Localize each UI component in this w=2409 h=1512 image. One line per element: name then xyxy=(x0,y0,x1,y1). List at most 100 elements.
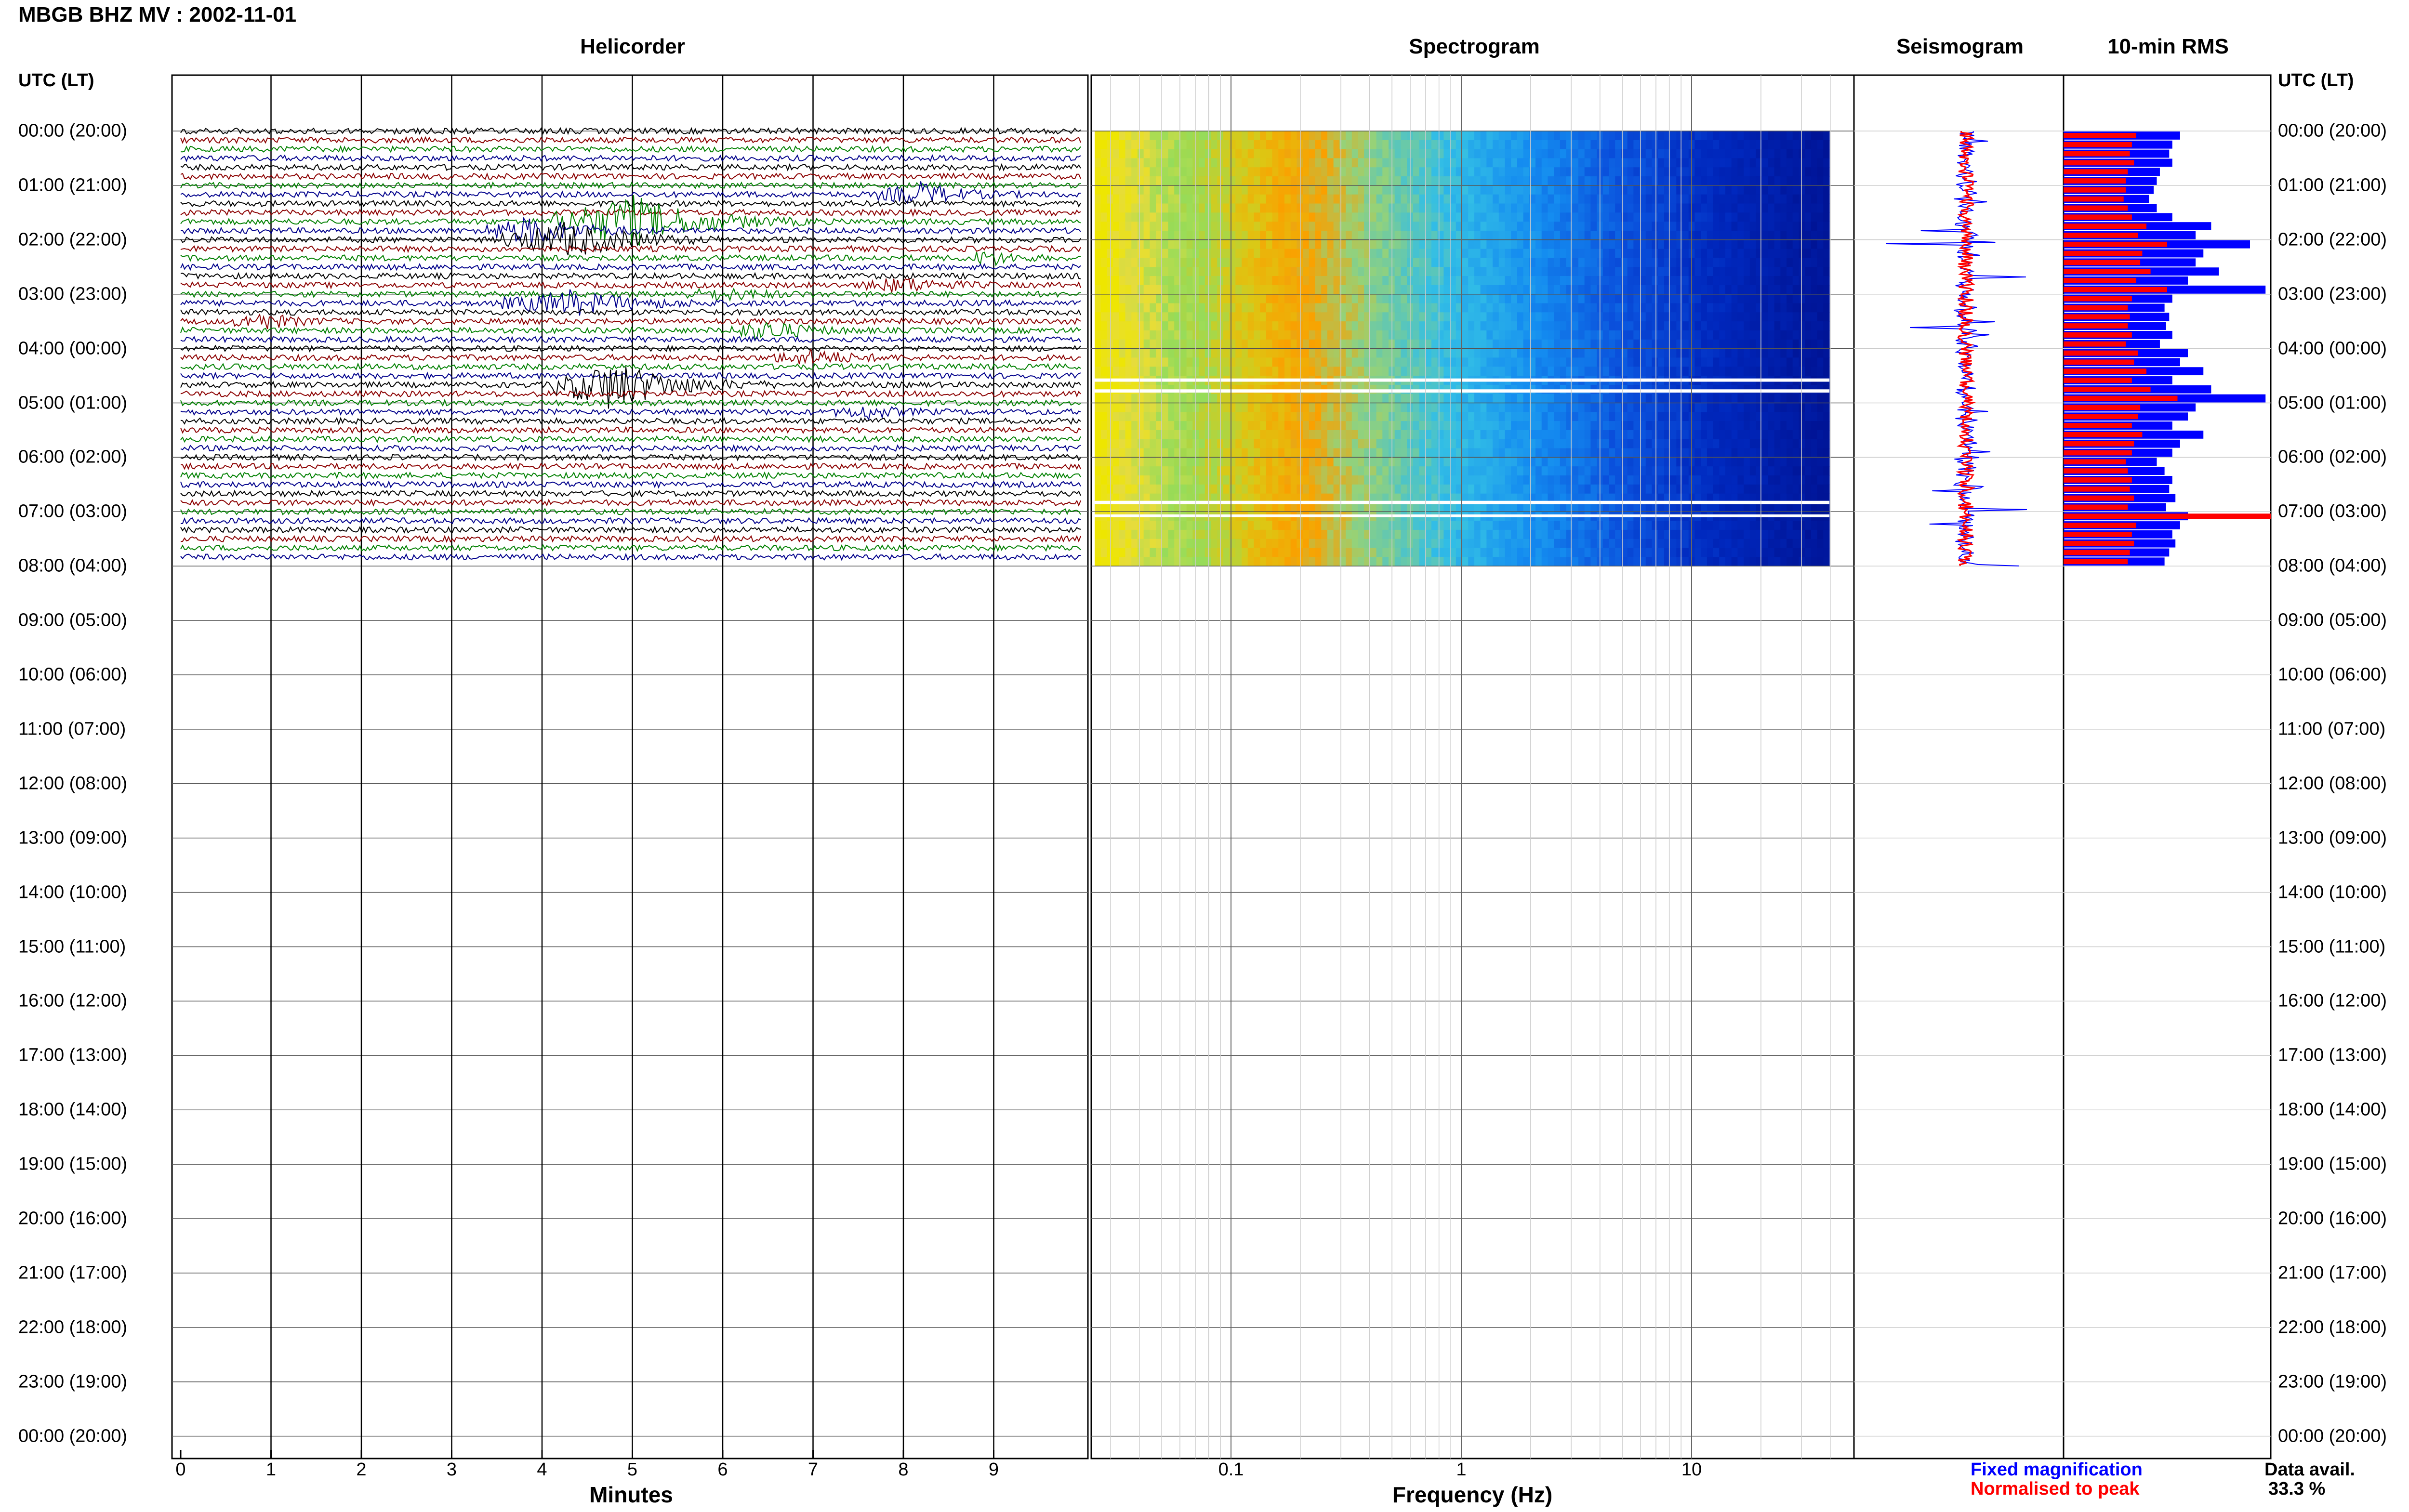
data-avail-value: 33.3 % xyxy=(2268,1479,2326,1499)
rms-bar-normalised xyxy=(2064,214,2132,220)
rms-bar-normalised xyxy=(2064,323,2128,329)
hour-label-left: 04:00 (00:00) xyxy=(18,338,128,359)
hour-label-right: 06:00 (02:00) xyxy=(2278,447,2387,467)
helicorder-trace xyxy=(180,552,1081,561)
rms-bar-normalised xyxy=(2064,196,2124,202)
station-title: MBGB BHZ MV : 2002-11-01 xyxy=(18,3,297,26)
hour-label-right: 01:00 (21:00) xyxy=(2278,175,2387,196)
hour-label-left: 14:00 (10:00) xyxy=(18,882,128,903)
rms-bar-normalised xyxy=(2064,405,2141,410)
hour-label-right: 19:00 (15:00) xyxy=(2278,1154,2387,1174)
spectrogram-xtick-label: 1 xyxy=(1456,1459,1467,1480)
helicorder-trace xyxy=(180,499,1081,507)
rms-bar-normalised xyxy=(2064,550,2130,555)
hour-label-right: 04:00 (00:00) xyxy=(2278,338,2387,359)
helicorder-xtick-label: 8 xyxy=(898,1459,909,1480)
helicorder-trace xyxy=(180,321,1081,339)
helicorder-xtick-label: 3 xyxy=(446,1459,457,1480)
rms-bar-normalised xyxy=(2064,350,2138,356)
rms-bar-normalised xyxy=(2064,495,2134,501)
rms-bar-normalised xyxy=(2064,459,2126,465)
rms-bar-normalised xyxy=(2064,540,2134,546)
rms-bar-normalised xyxy=(2064,260,2141,265)
rms-bar-normalised xyxy=(2064,341,2126,347)
rms-bar-normalised xyxy=(2064,386,2151,392)
helicorder-trace xyxy=(180,181,1081,190)
rms-bar-normalised xyxy=(2064,178,2126,184)
spectrogram-xlabel: Frequency (Hz) xyxy=(1392,1482,1553,1507)
helicorder-trace xyxy=(180,145,1081,154)
helicorder-trace xyxy=(180,313,1081,329)
helicorder-trace xyxy=(180,544,1081,552)
hour-label-right: 02:00 (22:00) xyxy=(2278,229,2387,250)
hour-label-right: 15:00 (11:00) xyxy=(2278,936,2386,957)
hour-label-right: 23:00 (19:00) xyxy=(2278,1371,2387,1392)
spectrogram-xtick-label: 0.1 xyxy=(1218,1459,1244,1480)
hour-label-left: 06:00 (02:00) xyxy=(18,447,128,467)
rms-bar-normalised xyxy=(2064,423,2132,428)
rms-bar-normalised xyxy=(2064,241,2167,247)
helicorder-frame xyxy=(171,74,1089,1459)
hour-label-left: 15:00 (11:00) xyxy=(18,936,126,957)
helicorder-trace xyxy=(180,181,1081,204)
hour-label-left: 09:00 (05:00) xyxy=(18,610,128,631)
helicorder-xtick-label: 6 xyxy=(717,1459,728,1480)
rms-bar-normalised xyxy=(2064,133,2136,138)
rms-bar-normalised xyxy=(2064,523,2136,528)
hour-label-right: 14:00 (10:00) xyxy=(2278,882,2387,903)
hour-label-right: 20:00 (16:00) xyxy=(2278,1208,2387,1229)
rms-bar-normalised xyxy=(2064,468,2128,474)
legend-fixed: Fixed magnification xyxy=(1971,1459,2143,1480)
helicorder-trace xyxy=(180,222,1081,256)
helicorder-trace xyxy=(180,516,1081,525)
helicorder-trace xyxy=(180,278,1081,293)
helicorder-trace xyxy=(180,289,1081,316)
hour-label-left: 12:00 (08:00) xyxy=(18,773,128,794)
rms-frame xyxy=(2063,74,2272,1459)
seismogram-frame xyxy=(1853,74,2065,1459)
rms-bar-normalised xyxy=(2064,314,2130,320)
hour-label-left: 20:00 (16:00) xyxy=(18,1208,128,1229)
hour-label-left: 08:00 (04:00) xyxy=(18,555,128,576)
helicorder-trace xyxy=(180,507,1081,516)
spectrogram-gap xyxy=(1095,389,1829,393)
hour-label-left: 13:00 (09:00) xyxy=(18,828,128,848)
rms-bar-normalised xyxy=(2064,414,2138,420)
rms-bar-normalised xyxy=(2064,432,2143,437)
hour-label-left: 19:00 (15:00) xyxy=(18,1154,128,1174)
helicorder-trace xyxy=(180,435,1081,444)
helicorder-title: Helicorder xyxy=(580,35,685,58)
helicorder-trace xyxy=(180,526,1081,534)
hour-label-right: 08:00 (04:00) xyxy=(2278,555,2387,576)
rms-bar-normalised xyxy=(2064,250,2143,256)
spectrogram-xtick-label: 10 xyxy=(1681,1459,1702,1480)
rms-bar-normalised xyxy=(2064,513,2271,519)
rms-bar-normalised xyxy=(2064,559,2128,565)
helicorder-xtick-label: 0 xyxy=(175,1459,186,1480)
helicorder-trace xyxy=(180,127,1081,135)
hour-label-left: 11:00 (07:00) xyxy=(18,719,126,739)
helicorder-xtick-label: 1 xyxy=(265,1459,277,1480)
rms-bar-normalised xyxy=(2064,368,2146,374)
helicorder-trace xyxy=(180,398,1081,408)
rms-bar-normalised xyxy=(2064,278,2136,283)
rms-bar-normalised xyxy=(2064,441,2134,447)
hour-label-left: 17:00 (13:00) xyxy=(18,1045,128,1065)
helicorder-trace xyxy=(180,390,1081,398)
hour-label-left: 02:00 (22:00) xyxy=(18,229,128,250)
data-avail-label: Data avail. xyxy=(2264,1459,2355,1480)
rms-bar-normalised xyxy=(2064,378,2132,383)
rms-bar-normalised xyxy=(2064,296,2132,302)
rms-bar-normalised xyxy=(2064,205,2128,211)
rms-bar-normalised xyxy=(2064,504,2128,510)
hour-label-right: 16:00 (12:00) xyxy=(2278,990,2387,1011)
helicorder-trace xyxy=(180,154,1081,162)
helicorder-xtick-label: 2 xyxy=(356,1459,367,1480)
rms-bar-normalised xyxy=(2064,395,2178,401)
helicorder-trace xyxy=(180,362,1081,371)
hour-label-right: 21:00 (17:00) xyxy=(2278,1262,2387,1283)
hour-label-left: 21:00 (17:00) xyxy=(18,1262,128,1283)
rms-bar-normalised xyxy=(2064,305,2128,311)
helicorder-trace xyxy=(180,163,1081,172)
